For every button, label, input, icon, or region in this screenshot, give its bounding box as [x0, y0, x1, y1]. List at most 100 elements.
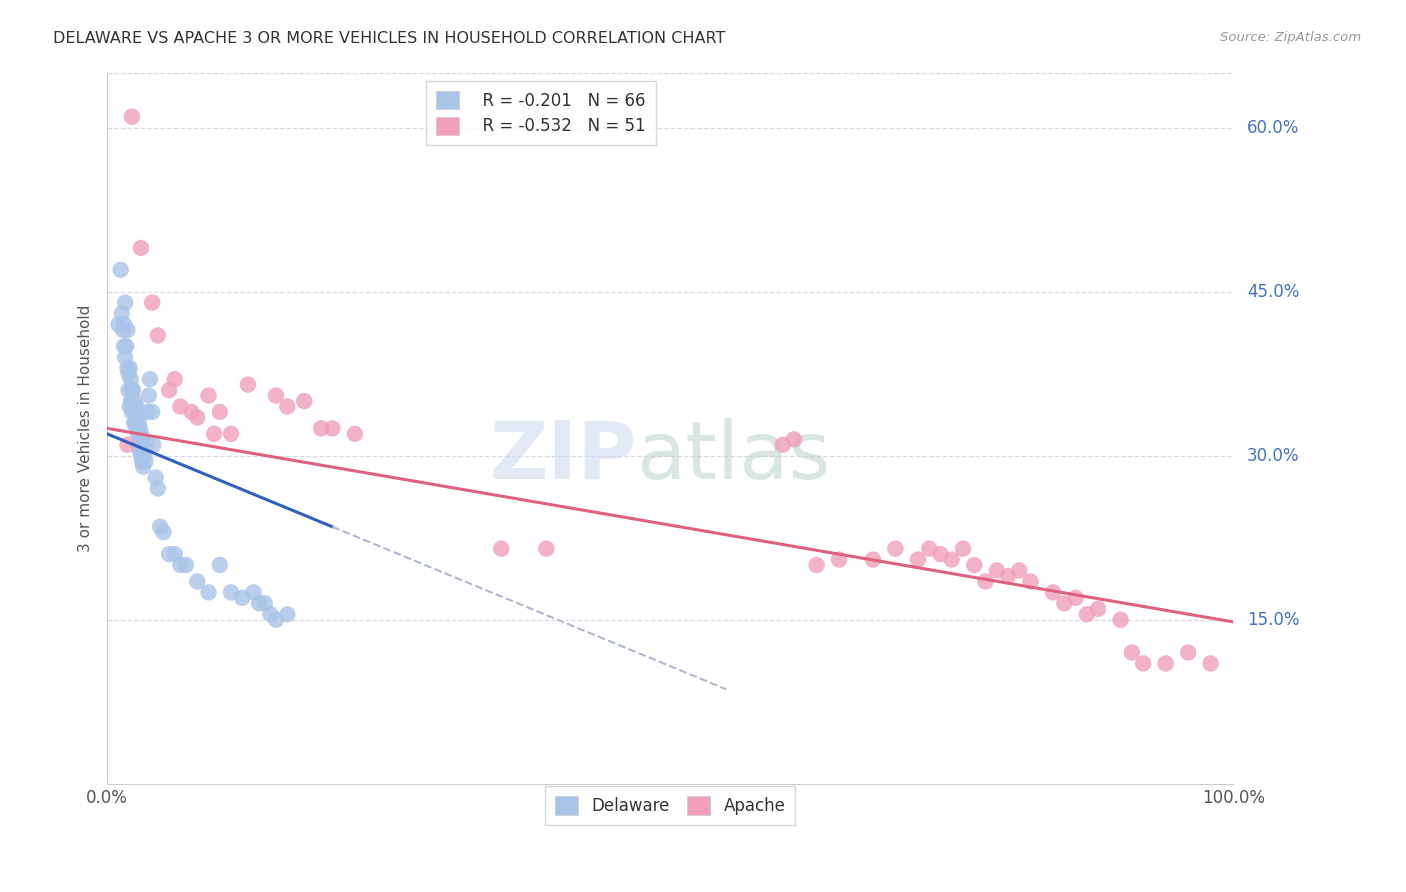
Point	[180, 405, 202, 419]
Point	[120, 372, 142, 386]
Point	[117, 367, 139, 381]
Point	[1154, 657, 1177, 671]
Point	[136, 405, 159, 419]
Point	[128, 421, 150, 435]
Point	[118, 361, 141, 376]
Text: atlas: atlas	[637, 417, 831, 496]
Point	[117, 383, 139, 397]
Point	[174, 558, 197, 572]
Point	[276, 607, 298, 622]
Point	[536, 541, 558, 556]
Point	[112, 318, 135, 332]
Point	[163, 372, 186, 386]
Point	[157, 383, 180, 397]
Point	[1008, 564, 1031, 578]
Point	[1177, 646, 1199, 660]
Point	[186, 574, 208, 589]
Point	[1064, 591, 1087, 605]
Point	[1087, 601, 1109, 615]
Point	[134, 454, 156, 468]
Point	[111, 307, 134, 321]
Point	[186, 410, 208, 425]
Point	[242, 585, 264, 599]
Point	[121, 110, 143, 124]
Point	[197, 585, 219, 599]
Point	[128, 438, 150, 452]
Point	[118, 400, 141, 414]
Point	[107, 318, 129, 332]
Point	[772, 438, 794, 452]
Point	[142, 438, 165, 452]
Point	[169, 400, 191, 414]
Point	[128, 443, 150, 458]
Text: 45.0%: 45.0%	[1247, 283, 1299, 301]
Text: DELAWARE VS APACHE 3 OR MORE VEHICLES IN HOUSEHOLD CORRELATION CHART: DELAWARE VS APACHE 3 OR MORE VEHICLES IN…	[53, 31, 725, 46]
Point	[952, 541, 974, 556]
Point	[121, 405, 143, 419]
Point	[129, 426, 152, 441]
Point	[131, 432, 153, 446]
Point	[1042, 585, 1064, 599]
Point	[1053, 596, 1076, 610]
Point	[1109, 613, 1132, 627]
Point	[986, 564, 1008, 578]
Point	[929, 547, 952, 561]
Point	[884, 541, 907, 556]
Point	[138, 388, 160, 402]
Point	[149, 520, 172, 534]
Point	[139, 372, 162, 386]
Point	[127, 426, 149, 441]
Text: 60.0%: 60.0%	[1247, 119, 1299, 136]
Point	[115, 339, 138, 353]
Point	[264, 613, 287, 627]
Point	[997, 569, 1019, 583]
Point	[862, 552, 884, 566]
Point	[907, 552, 929, 566]
Legend: Delaware, Apache: Delaware, Apache	[546, 787, 796, 825]
Point	[122, 416, 145, 430]
Point	[1132, 657, 1154, 671]
Point	[152, 525, 174, 540]
Point	[963, 558, 986, 572]
Point	[343, 426, 366, 441]
Point	[309, 421, 332, 435]
Point	[202, 426, 225, 441]
Point	[157, 547, 180, 561]
Point	[111, 323, 134, 337]
Point	[259, 607, 281, 622]
Point	[117, 361, 139, 376]
Point	[117, 323, 139, 337]
Y-axis label: 3 or more Vehicles in Household: 3 or more Vehicles in Household	[79, 305, 93, 552]
Point	[321, 421, 343, 435]
Point	[219, 585, 242, 599]
Point	[135, 438, 157, 452]
Point	[208, 558, 231, 572]
Point	[129, 449, 152, 463]
Point	[918, 541, 941, 556]
Point	[253, 596, 276, 610]
Point	[491, 541, 513, 556]
Point	[124, 416, 146, 430]
Point	[122, 400, 145, 414]
Point	[110, 262, 132, 277]
Point	[941, 552, 963, 566]
Point	[264, 388, 287, 402]
Point	[1199, 657, 1222, 671]
Point	[1076, 607, 1098, 622]
Point	[276, 400, 298, 414]
Text: ZIP: ZIP	[489, 417, 637, 496]
Point	[112, 339, 135, 353]
Point	[197, 388, 219, 402]
Point	[132, 438, 155, 452]
Point	[125, 400, 148, 414]
Point	[247, 596, 270, 610]
Point	[236, 377, 259, 392]
Point	[145, 470, 167, 484]
Point	[783, 432, 806, 446]
Point	[127, 410, 149, 425]
Point	[125, 421, 148, 435]
Point	[121, 383, 143, 397]
Point	[117, 438, 139, 452]
Point	[974, 574, 997, 589]
Point	[134, 449, 156, 463]
